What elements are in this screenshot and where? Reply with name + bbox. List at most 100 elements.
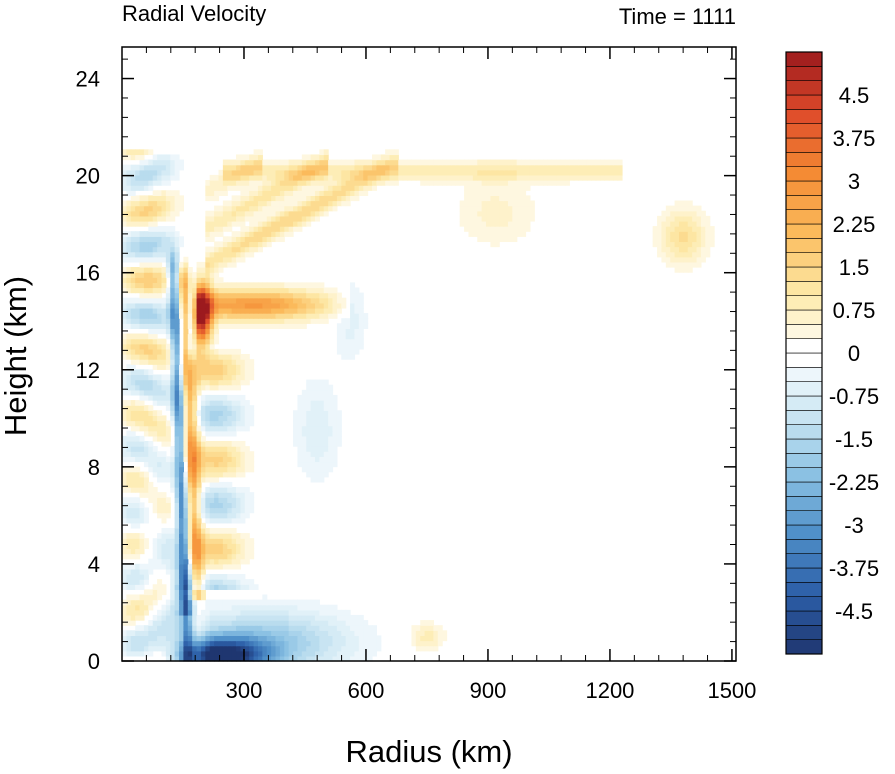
field-cell xyxy=(187,369,193,376)
field-cell xyxy=(122,154,127,161)
field-cell xyxy=(319,394,325,401)
field-cell xyxy=(200,594,206,601)
field-cell xyxy=(310,415,316,422)
colorbar-bin xyxy=(785,137,823,153)
field-cell xyxy=(236,630,242,637)
field-cell xyxy=(161,625,167,631)
field-cell xyxy=(464,180,470,186)
field-cell xyxy=(196,650,202,657)
field-cell xyxy=(143,471,149,478)
field-cell xyxy=(214,466,220,473)
field-cell xyxy=(152,267,158,273)
field-cell xyxy=(126,584,132,590)
field-cell xyxy=(139,379,145,386)
field-cell xyxy=(674,210,680,217)
field-cell xyxy=(249,159,255,166)
field-cell xyxy=(192,512,198,519)
field-cell xyxy=(670,246,676,253)
field-cell xyxy=(319,630,325,637)
field-cell xyxy=(148,328,154,335)
field-cell xyxy=(179,492,184,498)
field-cell xyxy=(490,231,496,237)
field-cell xyxy=(507,210,513,217)
field-cell xyxy=(231,655,237,662)
field-cell xyxy=(538,159,544,166)
field-cell xyxy=(231,640,237,647)
field-cell xyxy=(244,609,250,616)
field-cell xyxy=(157,195,163,202)
field-cell xyxy=(218,466,224,473)
field-cell xyxy=(135,313,141,319)
field-cell xyxy=(323,379,329,386)
field-cell xyxy=(130,425,136,432)
field-cell xyxy=(244,543,250,550)
field-cell xyxy=(231,297,237,304)
field-cell xyxy=(165,456,171,463)
field-cell xyxy=(209,379,215,386)
field-cell xyxy=(345,614,351,621)
field-cell xyxy=(674,256,680,263)
field-cell xyxy=(236,185,242,191)
field-cell xyxy=(319,466,325,473)
field-cell xyxy=(122,543,127,550)
field-cell xyxy=(499,236,505,243)
field-cell xyxy=(341,323,347,330)
field-cell xyxy=(424,645,430,652)
field-cell xyxy=(687,246,693,253)
field-cell xyxy=(187,282,193,289)
field-cell xyxy=(170,292,176,299)
field-cell xyxy=(183,313,189,319)
field-cell xyxy=(122,267,127,273)
field-cell xyxy=(288,645,294,652)
field-cell xyxy=(200,563,206,570)
field-cell xyxy=(293,599,299,606)
field-cell xyxy=(244,282,250,289)
field-cell xyxy=(214,231,220,237)
field-cell xyxy=(122,481,127,488)
field-cell xyxy=(179,538,184,544)
field-cell xyxy=(192,297,198,304)
field-cell xyxy=(209,364,215,370)
field-cell xyxy=(582,164,588,171)
field-cell xyxy=(266,164,272,171)
field-cell xyxy=(187,471,193,478)
field-cell xyxy=(148,604,154,611)
field-cell xyxy=(152,231,158,237)
field-cell xyxy=(135,149,141,156)
field-cell xyxy=(143,635,149,642)
field-cell xyxy=(139,205,145,212)
field-cell xyxy=(494,169,500,176)
field-cell xyxy=(271,650,277,657)
field-cell xyxy=(200,476,206,483)
field-cell xyxy=(253,318,259,324)
field-cell xyxy=(345,164,351,171)
field-cell xyxy=(411,625,417,631)
field-cell xyxy=(139,487,145,493)
field-cell xyxy=(236,543,242,550)
field-cell xyxy=(297,446,303,452)
field-cell xyxy=(139,420,145,427)
field-cell xyxy=(126,200,132,207)
field-cell xyxy=(139,599,145,606)
field-cell xyxy=(139,256,145,263)
field-cell xyxy=(604,164,610,171)
field-cell xyxy=(253,323,259,330)
field-cell xyxy=(472,159,478,166)
field-cell xyxy=(139,563,145,570)
field-cell xyxy=(231,558,237,565)
field-cell xyxy=(192,563,198,570)
field-cell xyxy=(165,241,171,248)
field-cell xyxy=(205,461,211,468)
field-cell xyxy=(328,190,334,196)
field-cell xyxy=(222,446,228,452)
field-cell xyxy=(205,558,211,565)
field-cell xyxy=(556,169,562,176)
field-cell xyxy=(174,364,180,370)
field-cell xyxy=(200,277,206,283)
field-cell xyxy=(319,287,325,294)
field-cell xyxy=(376,645,382,652)
field-cell xyxy=(222,251,228,258)
field-cell xyxy=(214,645,220,652)
field-cell xyxy=(507,185,513,191)
field-cell xyxy=(336,169,342,176)
